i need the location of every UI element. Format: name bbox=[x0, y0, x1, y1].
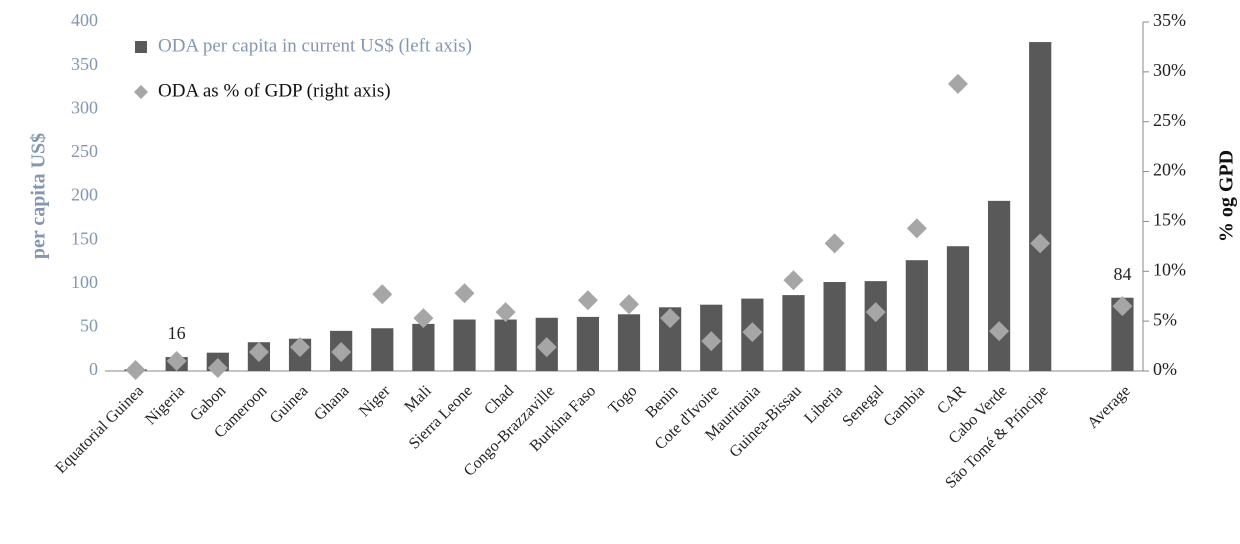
diamond-marker bbox=[248, 342, 269, 363]
bar bbox=[453, 319, 476, 371]
x-tick-label: Ghana bbox=[311, 382, 353, 424]
x-tick-label: Senegal bbox=[839, 382, 887, 430]
diamond-marker bbox=[331, 342, 352, 363]
x-tick-label: Benin bbox=[642, 382, 681, 421]
y2-tick-label: 20% bbox=[1153, 160, 1186, 180]
diamond-marker bbox=[742, 322, 763, 343]
x-tick-label: Gambia bbox=[880, 382, 928, 430]
y2-tick-label: 25% bbox=[1153, 110, 1186, 130]
y2-tick-label: 10% bbox=[1153, 259, 1186, 279]
bar bbox=[371, 328, 394, 371]
diamond-marker bbox=[495, 302, 516, 323]
diamond-marker bbox=[906, 218, 927, 239]
legend-marker bbox=[134, 85, 148, 99]
y-tick-label: 150 bbox=[71, 228, 98, 248]
diamond-marker bbox=[290, 337, 311, 358]
diamond-marker bbox=[783, 270, 804, 291]
x-tick-label: Average bbox=[1084, 382, 1133, 431]
x-tick-label: Mali bbox=[401, 382, 435, 416]
diamond-marker bbox=[1030, 233, 1051, 254]
y-tick-label: 250 bbox=[71, 141, 98, 161]
y-tick-label: 300 bbox=[71, 97, 98, 117]
y2-axis-title: % og GPD bbox=[1216, 150, 1238, 242]
bar bbox=[782, 295, 805, 371]
diamond-marker bbox=[660, 308, 681, 329]
y2-tick-label: 5% bbox=[1153, 309, 1177, 329]
diamond-marker bbox=[619, 294, 639, 315]
bar bbox=[617, 314, 641, 371]
legend-label: ODA per capita in current US$ (left axis… bbox=[158, 35, 472, 56]
x-tick-label: Guinea bbox=[267, 382, 312, 427]
y-axis-title: per capita US$ bbox=[28, 133, 50, 259]
diamond-marker bbox=[1112, 296, 1133, 317]
diamond-marker bbox=[413, 308, 434, 329]
bar bbox=[946, 246, 970, 371]
diamond-marker bbox=[125, 360, 146, 381]
bar bbox=[576, 316, 599, 371]
legend-label: ODA as % of GDP (right axis) bbox=[158, 80, 391, 101]
bar bbox=[412, 323, 435, 371]
data-label: 16 bbox=[168, 323, 186, 343]
y2-tick-label: 0% bbox=[1153, 359, 1177, 379]
y2-tick-label: 15% bbox=[1153, 210, 1186, 230]
x-tick-label: Togo bbox=[605, 382, 640, 417]
bar bbox=[823, 282, 846, 371]
diamond-marker bbox=[536, 337, 557, 358]
diamond-marker bbox=[372, 284, 393, 305]
diamond-marker bbox=[577, 290, 598, 311]
x-tick-label: Guinea-Bissau bbox=[726, 382, 805, 461]
x-tick-label: Nigeria bbox=[142, 382, 188, 428]
diamond-marker bbox=[989, 321, 1010, 342]
y-tick-label: 400 bbox=[71, 10, 98, 30]
legend-marker bbox=[135, 41, 147, 53]
bar bbox=[1111, 297, 1134, 371]
y-tick-label: 100 bbox=[71, 272, 98, 292]
diamond-marker bbox=[865, 302, 886, 323]
x-tick-label: Liberia bbox=[801, 382, 846, 427]
bar bbox=[864, 281, 887, 371]
y-tick-label: 0 bbox=[89, 359, 98, 379]
bar bbox=[905, 260, 928, 371]
x-tick-label: Chad bbox=[481, 382, 517, 418]
y2-tick-label: 35% bbox=[1153, 10, 1186, 30]
diamond-marker bbox=[207, 358, 228, 379]
y-tick-label: 50 bbox=[80, 316, 98, 336]
diamond-marker bbox=[824, 233, 845, 254]
data-label: 84 bbox=[1113, 264, 1131, 284]
bar bbox=[659, 307, 682, 371]
bar bbox=[1029, 42, 1052, 371]
y2-tick-label: 30% bbox=[1153, 60, 1186, 80]
diamond-marker bbox=[947, 73, 968, 94]
bar bbox=[494, 319, 517, 371]
bar bbox=[987, 200, 1011, 371]
x-tick-label: Equatorial Guinea bbox=[52, 382, 147, 477]
diamond-marker bbox=[701, 331, 722, 352]
x-tick-label: CAR bbox=[934, 382, 970, 418]
y-tick-label: 200 bbox=[71, 185, 98, 205]
x-tick-label: Niger bbox=[356, 382, 394, 420]
diamond-marker bbox=[454, 283, 475, 304]
y-tick-label: 350 bbox=[71, 54, 98, 74]
diamond-marker bbox=[166, 351, 187, 372]
